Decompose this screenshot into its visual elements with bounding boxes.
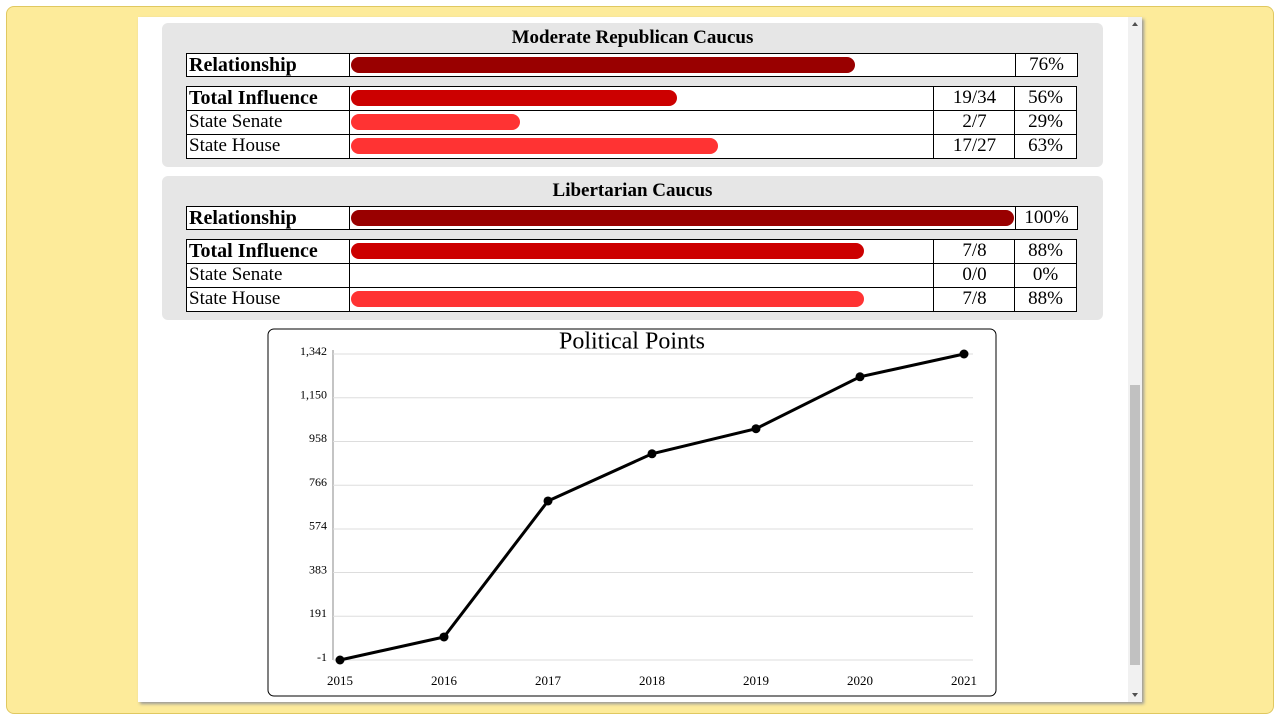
x-tick-label: 2021 [951,673,977,688]
influence-percent: 88% [1014,239,1077,264]
total-influence-label: Total Influence [186,86,350,111]
relationship-bar-cell [349,206,1016,230]
influence-bar [351,90,678,106]
influence-bar [351,114,521,130]
influence-fraction: 2/7 [933,110,1016,135]
influence-bar-cell [349,134,934,159]
influence-bar [351,138,719,154]
influence-bar-cell [349,263,934,288]
y-tick-label: 766 [309,475,327,489]
chart: Political Points -1 191 383 574 766 958 1,150 1… [267,328,997,697]
influence-fraction: 17/27 [933,134,1016,159]
influence-percent: 88% [1014,287,1077,312]
scroll-arrows [1132,22,1138,697]
influence-label: State House [186,134,350,159]
relationship-bar [351,57,855,73]
relationship-percent: 100% [1015,206,1078,230]
y-tick-label: -1 [317,650,327,664]
panel: Political Points -1 191 383 574 766 958 1,150 1… [138,17,1142,702]
influence-bar [351,291,865,307]
relationship-bar-cell [349,53,1016,77]
x-tick-label: 2020 [847,673,873,688]
point [439,632,449,642]
influence-bar-cell [349,110,934,135]
x-tick-label: 2015 [327,673,353,688]
point [335,655,345,665]
influence-fraction: 19/34 [933,86,1016,111]
x-tick-label: 2018 [639,673,665,688]
x-tick-label: 2016 [431,673,458,688]
x-tick-label: 2019 [743,673,769,688]
chart-frame [267,328,997,697]
relationship-label: Relationship [186,53,350,77]
influence-label: State House [186,287,350,312]
relationship-label: Relationship [186,206,350,230]
y-tick-label: 574 [309,519,327,533]
point [543,496,553,506]
relationship-percent: 76% [1015,53,1078,77]
influence-percent: 0% [1014,263,1077,288]
caucus-box: Libertarian Caucus Relationship 100% Total … [162,176,1103,320]
y-tick-label: 191 [309,606,327,620]
influence-bar-cell [349,86,934,111]
influence-percent: 29% [1014,110,1077,135]
y-tick-label: 1,342 [300,344,327,358]
influence-bar [351,243,865,259]
y-tick-label: 958 [309,431,327,445]
caucus-box: Moderate Republican Caucus Relationship 76… [162,23,1103,167]
total-influence-label: Total Influence [186,239,350,264]
scrollbar[interactable] [1128,17,1142,702]
point [959,349,969,359]
influence-fraction: 7/8 [933,287,1016,312]
relationship-bar [351,210,1014,226]
caucus-title: Moderate Republican Caucus [511,27,754,48]
x-tick-label: 2017 [535,673,562,688]
point [855,372,865,382]
chart-title: Political Points [559,329,705,355]
y-tick-label: 383 [309,562,327,576]
influence-bar-cell [349,287,934,312]
influence-label: State Senate [186,110,350,135]
point [751,424,761,434]
point [647,449,657,459]
influence-label: State Senate [186,263,350,288]
influence-bar-cell [349,239,934,264]
scroll-thumb[interactable] [1130,385,1140,665]
influence-percent: 56% [1014,86,1077,111]
influence-fraction: 0/0 [933,263,1016,288]
y-tick-label: 1,150 [300,387,327,401]
caucus-title: Libertarian Caucus [552,180,713,201]
influence-fraction: 7/8 [933,239,1016,264]
influence-percent: 63% [1014,134,1077,159]
